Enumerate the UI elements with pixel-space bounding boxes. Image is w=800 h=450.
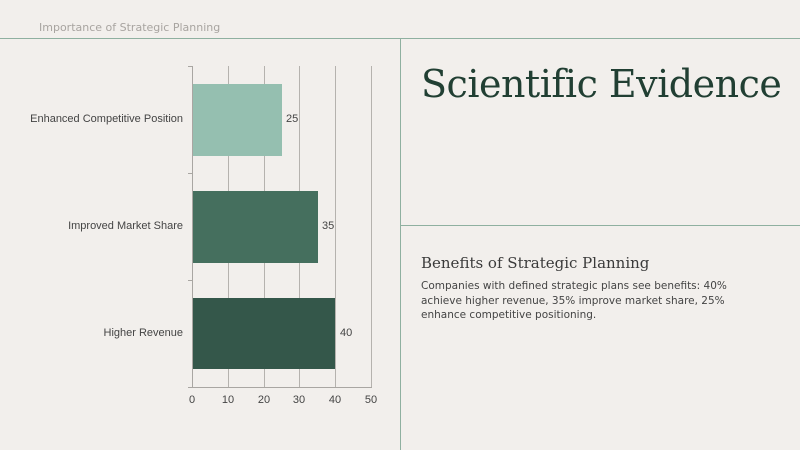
data-label: 35 [322,220,335,232]
x-tick-label: 40 [328,394,342,406]
slide-title: Scientific Evidence [421,62,782,106]
y-axis [192,66,193,387]
bar-improved-market-share [193,191,318,263]
y-tick [188,387,192,388]
gridline-40 [335,66,336,387]
y-tick [188,173,192,174]
x-tick-label: 50 [364,394,378,406]
x-axis [192,387,372,388]
bar-chart: Enhanced Competitive Position Improved M… [30,66,378,406]
x-tick-label: 10 [221,394,235,406]
category-label: Higher Revenue [103,327,184,339]
x-tick-label: 20 [257,394,271,406]
data-label: 40 [340,327,353,339]
y-tick [188,280,192,281]
section-subtitle: Benefits of Strategic Planning [421,254,650,272]
x-tick-label: 30 [292,394,306,406]
middle-divider [400,225,800,226]
body-text: Companies with defined strategic plans s… [421,280,727,321]
data-label: 25 [286,113,299,125]
vertical-divider [400,38,401,450]
gridline-50 [371,66,372,387]
category-label: Improved Market Share [68,220,183,232]
x-tick-label: 0 [188,394,196,406]
bar-higher-revenue [193,298,335,369]
section-label: Importance of Strategic Planning [39,21,221,34]
category-label: Enhanced Competitive Position [30,113,183,125]
y-tick [188,66,192,67]
bar-enhanced-competitive-position [193,84,282,156]
